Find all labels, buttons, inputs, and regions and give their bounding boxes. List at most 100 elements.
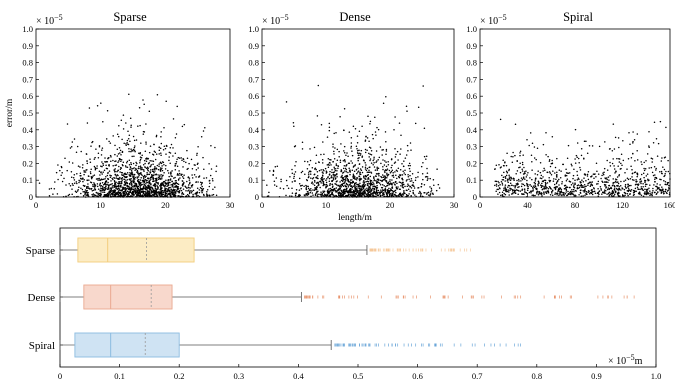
- dense-point: [367, 176, 370, 179]
- dense-point: [376, 126, 378, 129]
- spiral-point: [529, 183, 531, 186]
- dense-point: [412, 181, 415, 184]
- sparse-point: [126, 160, 129, 163]
- spiral-point: [544, 184, 547, 187]
- dense-point: [315, 182, 318, 184]
- spiral-point: [646, 173, 649, 175]
- sparse-point: [196, 187, 199, 189]
- dense-point: [350, 182, 353, 184]
- sparse-point: [131, 186, 134, 188]
- sparse-point: [94, 194, 97, 197]
- sparse-point: [170, 196, 173, 198]
- boxplot-xtick-label: 0.4: [293, 371, 304, 381]
- dense-point: [336, 170, 338, 172]
- spiral-point: [535, 191, 538, 194]
- sparse-point: [108, 164, 110, 166]
- spiral-point: [661, 186, 663, 188]
- sparse-point: [50, 187, 53, 190]
- sparse-point: [62, 195, 65, 198]
- sparse-point: [147, 177, 150, 180]
- dense-point: [402, 170, 404, 172]
- sparse-point: [118, 188, 121, 190]
- spiral-point: [642, 172, 645, 174]
- dense-point: [361, 125, 363, 128]
- spiral-point: [497, 180, 499, 183]
- spiral-point: [591, 145, 594, 147]
- dense-point: [301, 170, 304, 173]
- dense-point: [384, 160, 386, 162]
- spiral-point: [541, 185, 543, 187]
- spiral-point: [602, 173, 605, 176]
- sparse-point: [126, 176, 128, 178]
- dense-point: [376, 192, 378, 195]
- spiral-point: [623, 195, 625, 197]
- sparse-point: [158, 193, 160, 195]
- sparse-point: [144, 176, 146, 179]
- sparse-point: [176, 190, 178, 193]
- dense-point: [407, 174, 409, 176]
- sparse-point: [139, 193, 142, 196]
- sparse-point: [154, 165, 156, 168]
- spiral-point: [661, 172, 663, 175]
- spiral-point: [578, 162, 580, 164]
- sparse-point: [157, 196, 159, 198]
- dense-point: [291, 187, 293, 190]
- sparse-point: [128, 134, 131, 137]
- sparse-point: [163, 171, 165, 174]
- sparse-point: [129, 168, 131, 171]
- sparse-point: [171, 183, 173, 186]
- sparse-point: [144, 166, 146, 168]
- dense-point: [360, 153, 362, 155]
- spiral-point: [631, 176, 633, 178]
- spiral-point: [582, 185, 584, 187]
- sparse-point: [157, 183, 159, 185]
- dense-point: [326, 193, 329, 195]
- sparse-point: [114, 185, 116, 187]
- sparse-point: [130, 181, 132, 183]
- sparse-point: [54, 181, 56, 183]
- sparse-point: [117, 195, 120, 197]
- spiral-point: [596, 170, 598, 173]
- spiral-point: [591, 190, 594, 193]
- sparse-point: [79, 166, 81, 168]
- spiral-point: [660, 189, 663, 192]
- dense-point: [365, 189, 367, 192]
- sparse-point: [86, 160, 88, 162]
- sparse-point: [114, 164, 116, 167]
- sparse-point: [208, 179, 211, 182]
- sparse-point: [120, 159, 123, 161]
- sparse-point: [101, 161, 103, 163]
- sparse-point: [170, 191, 172, 193]
- dense-point: [383, 184, 385, 187]
- sparse-point: [107, 181, 109, 184]
- dense-point: [386, 194, 389, 196]
- dense-point: [385, 150, 388, 152]
- sparse-point: [105, 186, 107, 188]
- spiral-point: [582, 180, 585, 183]
- sparse-point: [101, 147, 104, 149]
- sparse-point: [170, 171, 172, 173]
- dense-point: [413, 187, 416, 189]
- dense-point: [394, 116, 396, 118]
- sparse-point: [65, 195, 67, 198]
- box-series-dense: Dense: [28, 284, 635, 310]
- spiral-point: [503, 171, 505, 174]
- dense-point: [390, 182, 392, 184]
- sparse-point: [139, 160, 141, 162]
- sparse-point: [130, 126, 132, 128]
- sparse-point: [169, 194, 172, 197]
- sparse-point: [177, 179, 180, 181]
- dense-point: [383, 195, 386, 197]
- spiral-point: [551, 192, 553, 194]
- dense-point: [343, 159, 346, 161]
- dense-xtick-label: 0: [260, 200, 264, 210]
- sparse-point: [105, 175, 107, 178]
- sparse-point: [112, 186, 114, 189]
- spiral-point: [556, 193, 558, 196]
- spiral-point: [497, 185, 500, 187]
- dense-point: [379, 184, 382, 186]
- sparse-point: [153, 183, 156, 186]
- spiral-point: [648, 146, 650, 149]
- dense-point: [364, 148, 367, 151]
- sparse-point: [117, 153, 120, 155]
